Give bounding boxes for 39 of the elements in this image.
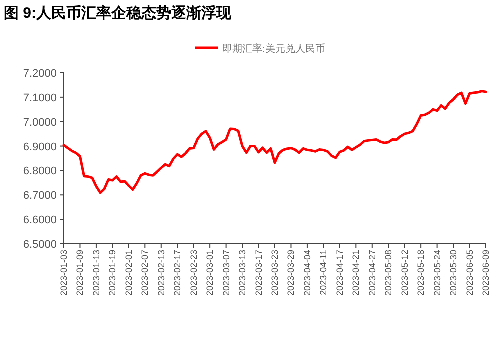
x-tick-label: 2023-04-04 — [302, 250, 312, 296]
line-series — [62, 90, 488, 194]
x-tick-label: 2023-03-07 — [221, 250, 232, 296]
x-tick-label: 2023-06-09 — [481, 250, 491, 296]
x-tick-label: 2023-03-29 — [286, 250, 296, 296]
x-tick-label: 2023-04-11 — [318, 250, 329, 296]
x-tick-label: 2023-01-09 — [75, 250, 86, 296]
x-tick-label: 2023-05-12 — [400, 250, 410, 296]
x-tick-label: 2023-03-17 — [254, 250, 264, 296]
x-tick-label: 2023-02-07 — [140, 250, 150, 296]
x-tick-label: 2023-01-19 — [108, 250, 118, 296]
y-tick-label: 6.5000 — [23, 239, 57, 251]
x-tick-label: 2023-04-17 — [334, 250, 345, 296]
x-tick-label: 2023-02-23 — [188, 250, 199, 296]
legend-label: 即期汇率:美元兑人民币 — [222, 43, 326, 55]
x-tick-label: 2023-02-17 — [172, 250, 183, 296]
y-tick-label: 7.1000 — [23, 92, 57, 104]
x-tick-label: 2023-03-01 — [205, 250, 216, 296]
y-tick-label: 7.0000 — [23, 116, 57, 129]
x-tick-label: 2023-03-13 — [238, 250, 248, 296]
legend: 即期汇率:美元兑人民币 — [196, 44, 326, 55]
x-tick-label: 2023-03-23 — [270, 250, 280, 296]
y-tick-label: 6.8000 — [23, 166, 57, 178]
y-tick-label: 6.7000 — [23, 190, 57, 202]
y-tick-label: 6.6000 — [23, 214, 57, 227]
title: 图 9:人民币汇率企稳态势逐渐浮现 — [4, 5, 232, 22]
x-tick-label: 2023-02-01 — [124, 250, 134, 296]
x-tick-label: 2023-01-13 — [91, 250, 102, 296]
x-tick-label: 2023-02-13 — [156, 250, 166, 296]
x-tick-label: 2023-06-05 — [464, 250, 475, 296]
x-tick-label: 2023-04-27 — [367, 250, 378, 296]
x-tick-label: 2023-01-03 — [59, 250, 69, 296]
y-tick-label: 6.9000 — [23, 141, 57, 154]
x-tick-label: 2023-05-30 — [448, 250, 459, 296]
y-tick-label: 7.2000 — [23, 68, 57, 80]
x-tick-label: 2023-05-08 — [384, 250, 394, 296]
x-tick-label: 2023-04-21 — [351, 250, 362, 296]
x-tick-label: 2023-05-18 — [416, 250, 426, 296]
x-tick-label: 2023-05-24 — [432, 250, 442, 296]
